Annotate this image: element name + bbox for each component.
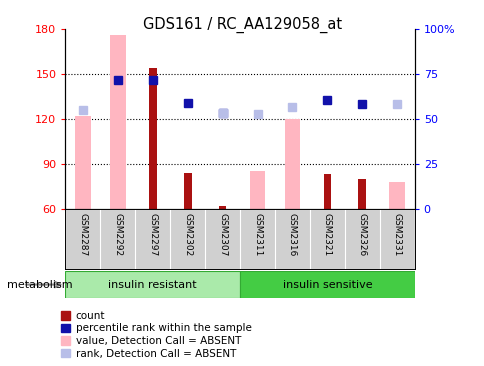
Bar xyxy=(149,68,156,209)
Text: GSM2311: GSM2311 xyxy=(253,213,261,257)
Text: GSM2297: GSM2297 xyxy=(148,213,157,257)
Text: GSM2302: GSM2302 xyxy=(183,213,192,257)
Text: insulin sensitive: insulin sensitive xyxy=(282,280,371,290)
Bar xyxy=(75,116,91,209)
Text: GSM2316: GSM2316 xyxy=(287,213,296,257)
Bar xyxy=(249,171,265,209)
Text: GSM2331: GSM2331 xyxy=(392,213,401,257)
Bar xyxy=(323,174,331,209)
Legend: count, percentile rank within the sample, value, Detection Call = ABSENT, rank, : count, percentile rank within the sample… xyxy=(61,311,251,359)
Text: GSM2307: GSM2307 xyxy=(218,213,227,257)
Text: GSM2326: GSM2326 xyxy=(357,213,366,257)
Bar xyxy=(389,182,404,209)
Text: GSM2321: GSM2321 xyxy=(322,213,331,257)
Text: GSM2287: GSM2287 xyxy=(78,213,87,257)
Text: GDS161 / RC_AA129058_at: GDS161 / RC_AA129058_at xyxy=(143,16,341,33)
Bar xyxy=(65,271,240,298)
Text: insulin resistant: insulin resistant xyxy=(108,280,197,290)
Bar xyxy=(110,35,125,209)
Text: metabolism: metabolism xyxy=(7,280,73,290)
Bar xyxy=(284,119,300,209)
Bar xyxy=(183,173,191,209)
Bar xyxy=(218,206,226,209)
Text: GSM2292: GSM2292 xyxy=(113,213,122,257)
Bar xyxy=(358,179,365,209)
Bar xyxy=(240,271,414,298)
